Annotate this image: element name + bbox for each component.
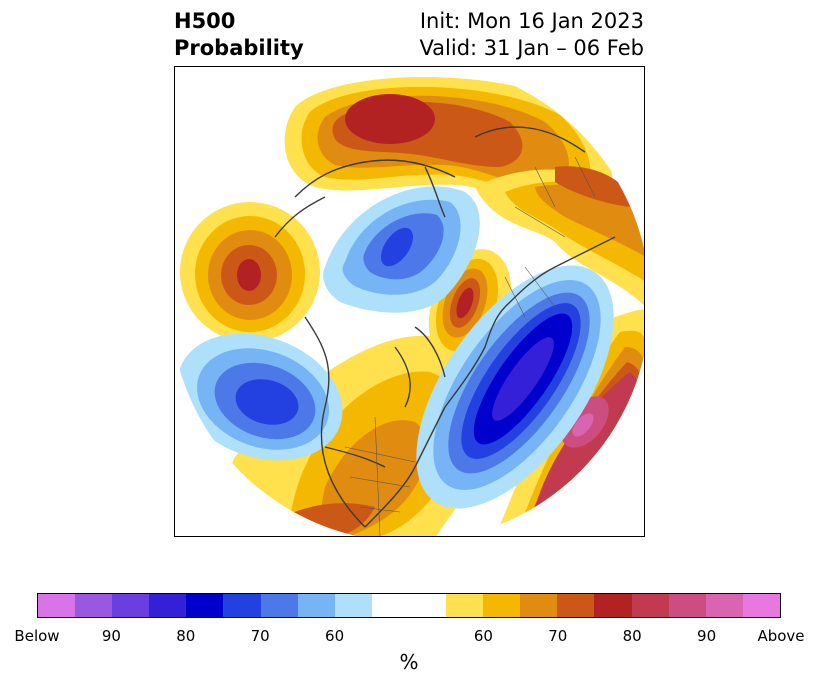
colorbar-tick-label: 80 <box>176 627 196 645</box>
coastlines <box>274 126 616 528</box>
colorbar-tick-label: Above <box>757 627 805 645</box>
date-info: Init: Mon 16 Jan 2023 Valid: 31 Jan – 06… <box>419 8 644 62</box>
colorbar-tick-label: Below <box>14 627 60 645</box>
colorbar-segment <box>75 594 113 617</box>
colorbar-segment <box>223 594 261 617</box>
colorbar-segment <box>38 594 76 617</box>
anomaly-above-pacific <box>180 202 320 342</box>
colorbar-tick-label: 70 <box>548 627 568 645</box>
colorbar-segment <box>705 594 743 617</box>
colorbar-tick-label: 80 <box>622 627 642 645</box>
colorbar <box>37 593 781 618</box>
colorbar-segment <box>371 594 409 617</box>
valid-date: Valid: 31 Jan – 06 Feb <box>419 36 644 60</box>
colorbar-tick-label: 60 <box>473 627 493 645</box>
colorbar-segment <box>742 594 780 617</box>
colorbar-segment <box>446 594 484 617</box>
colorbar-segment <box>297 594 335 617</box>
title-line-1: H500 <box>174 9 236 33</box>
colorbar-segment <box>631 594 669 617</box>
colorbar-tick-label: 60 <box>325 627 345 645</box>
colorbar-segment <box>112 594 150 617</box>
anomaly-below-arctic <box>323 186 480 313</box>
colorbar-segment <box>408 594 447 617</box>
borders <box>344 156 596 536</box>
colorbar-segment <box>186 594 224 617</box>
colorbar-tick-label: 90 <box>697 627 717 645</box>
anomaly-above-scandinavia <box>475 166 644 307</box>
anomaly-below-atlantic <box>416 265 614 509</box>
anomaly-below-pacific <box>177 333 343 461</box>
colorbar-tick-label: 90 <box>101 627 121 645</box>
colorbar-segment <box>520 594 558 617</box>
map-svg <box>177 77 644 536</box>
colorbar-segment <box>594 594 632 617</box>
colorbar-segment <box>483 594 521 617</box>
colorbar-tick-label: 70 <box>250 627 270 645</box>
colorbar-segment <box>260 594 298 617</box>
init-date: Init: Mon 16 Jan 2023 <box>419 9 644 33</box>
title-line-2: Probability <box>174 36 304 60</box>
colorbar-segment <box>149 594 187 617</box>
probability-map <box>174 66 645 537</box>
map-title: H500 Probability <box>174 8 304 62</box>
colorbar-segment <box>557 594 595 617</box>
colorbar-segment <box>668 594 706 617</box>
colorbar-segment <box>334 594 372 617</box>
colorbar-unit: % <box>399 650 419 674</box>
